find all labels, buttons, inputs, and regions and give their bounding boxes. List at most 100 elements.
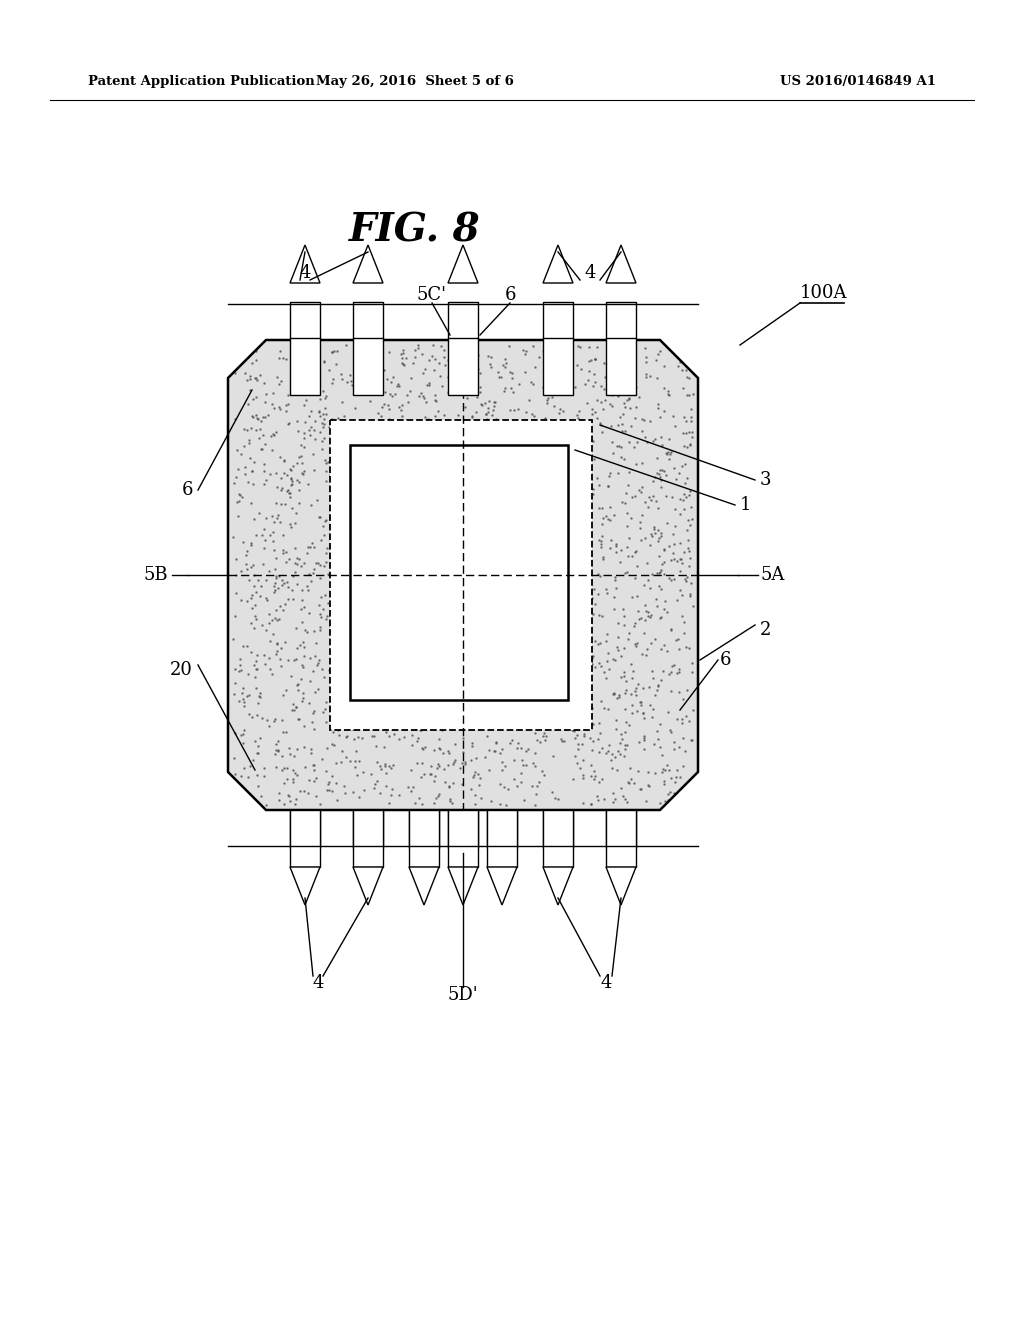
Point — [484, 614, 501, 635]
Point — [683, 573, 699, 594]
Point — [258, 507, 274, 528]
Point — [428, 391, 444, 412]
Point — [279, 680, 295, 701]
Point — [459, 418, 475, 440]
Point — [339, 591, 355, 612]
Point — [337, 537, 353, 558]
Point — [594, 525, 610, 546]
Point — [284, 516, 300, 537]
Point — [474, 520, 490, 541]
Point — [325, 372, 341, 393]
Bar — [350, 445, 568, 700]
Point — [338, 471, 354, 492]
Point — [549, 364, 565, 385]
Point — [341, 364, 357, 385]
Point — [535, 376, 551, 397]
Point — [462, 557, 478, 578]
Point — [359, 649, 376, 671]
Point — [584, 587, 600, 609]
Point — [554, 730, 570, 751]
Point — [624, 684, 640, 705]
Point — [591, 652, 607, 673]
Point — [269, 640, 286, 661]
Point — [431, 702, 447, 723]
Point — [258, 384, 274, 405]
Point — [525, 477, 542, 498]
Point — [538, 726, 554, 747]
Point — [347, 756, 364, 777]
Point — [614, 413, 631, 434]
Point — [525, 630, 542, 651]
Point — [620, 352, 636, 374]
Point — [653, 434, 670, 455]
Point — [280, 784, 296, 805]
Point — [587, 372, 603, 393]
Point — [503, 444, 519, 465]
Point — [252, 686, 268, 708]
Point — [666, 569, 682, 590]
Point — [465, 627, 481, 648]
Point — [323, 458, 339, 479]
Point — [623, 768, 639, 789]
Point — [317, 511, 334, 532]
Point — [321, 451, 337, 473]
Point — [597, 389, 613, 411]
Point — [489, 644, 506, 665]
Point — [584, 739, 600, 760]
Point — [679, 367, 695, 388]
Point — [231, 484, 248, 506]
Point — [312, 603, 329, 624]
Point — [555, 374, 571, 395]
Point — [627, 408, 643, 429]
Point — [272, 467, 289, 488]
Point — [288, 618, 304, 639]
Point — [279, 480, 295, 502]
Point — [655, 634, 672, 655]
Point — [617, 420, 634, 441]
Point — [227, 363, 244, 384]
Point — [605, 442, 622, 463]
Point — [286, 338, 302, 359]
Point — [423, 609, 439, 630]
Point — [477, 552, 494, 573]
Point — [600, 508, 616, 529]
Point — [509, 776, 525, 797]
Point — [453, 583, 469, 605]
Bar — [409, 810, 439, 847]
Point — [290, 680, 306, 701]
Point — [675, 689, 691, 710]
Point — [433, 335, 450, 356]
Point — [593, 392, 609, 413]
Point — [334, 392, 350, 413]
Point — [498, 602, 514, 623]
Point — [671, 737, 687, 758]
Point — [662, 759, 678, 780]
Point — [432, 366, 449, 387]
Point — [366, 777, 382, 799]
Point — [602, 416, 618, 437]
Point — [679, 680, 695, 701]
Point — [444, 774, 461, 795]
Point — [438, 581, 455, 602]
Point — [624, 546, 640, 568]
Point — [285, 771, 301, 792]
Point — [280, 576, 296, 597]
Point — [609, 688, 626, 709]
Point — [394, 602, 411, 623]
Point — [577, 503, 593, 524]
Point — [415, 738, 431, 759]
Point — [585, 603, 601, 624]
Point — [640, 569, 656, 590]
Point — [479, 726, 496, 747]
Point — [407, 339, 423, 360]
Point — [644, 430, 660, 451]
Point — [316, 698, 333, 719]
Point — [679, 467, 695, 488]
Point — [314, 702, 331, 723]
Point — [659, 602, 676, 623]
Point — [264, 623, 281, 644]
Point — [239, 590, 255, 611]
Point — [594, 421, 610, 442]
Text: 4: 4 — [312, 974, 324, 993]
Point — [574, 792, 591, 813]
